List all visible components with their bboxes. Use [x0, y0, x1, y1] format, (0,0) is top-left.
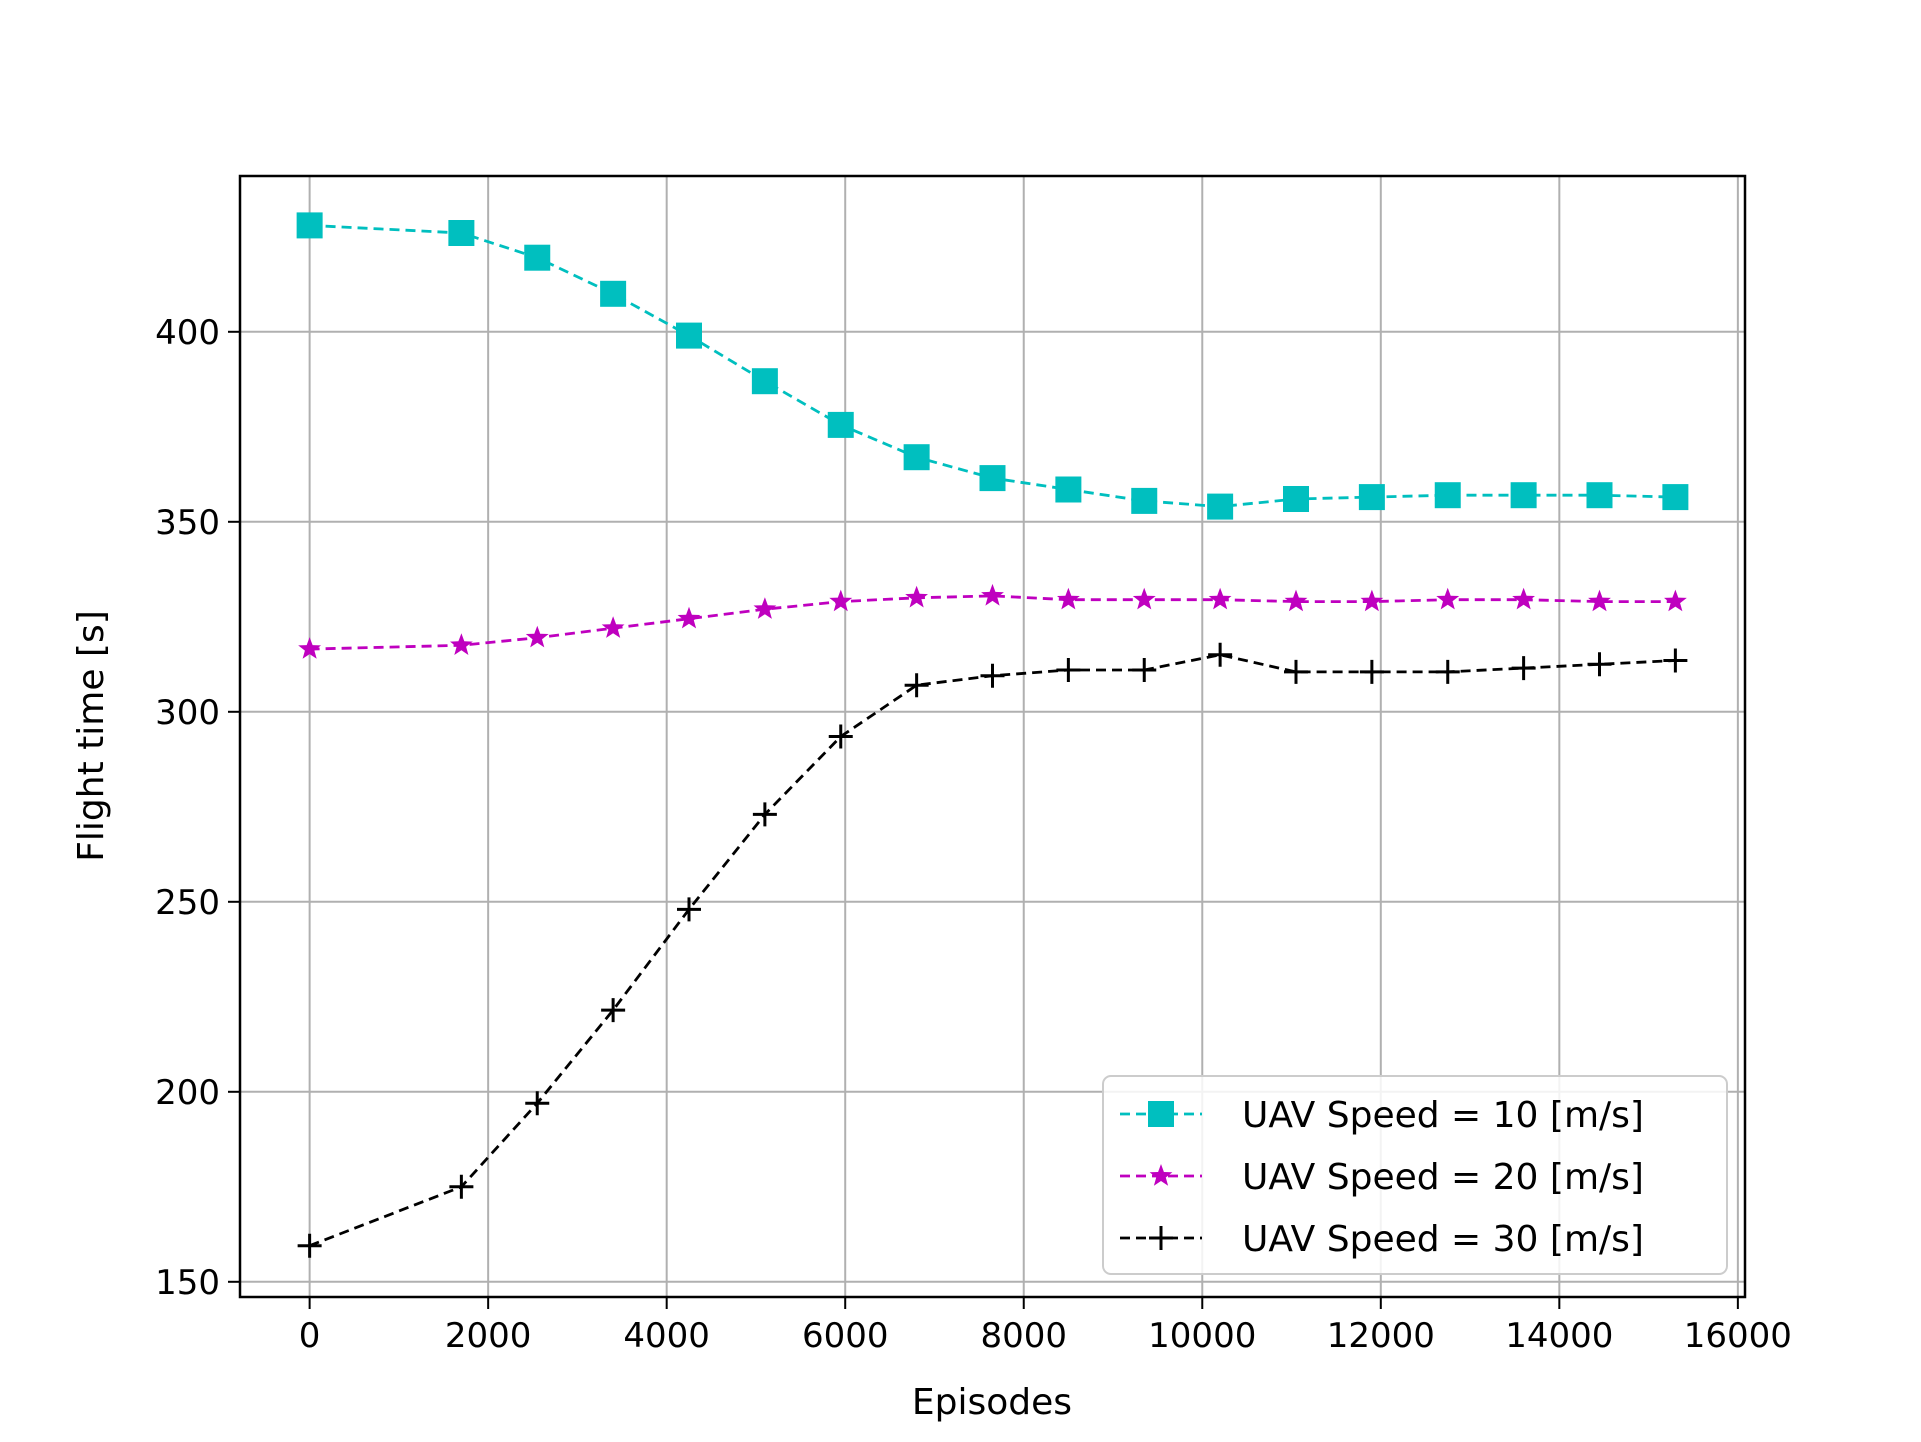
data-point [827, 411, 854, 438]
series-3 [297, 642, 1688, 1258]
legend-label: UAV Speed = 10 [m/s] [1242, 1095, 1644, 1136]
data-point [1510, 482, 1537, 509]
x-axis-label: Episodes [912, 1382, 1072, 1423]
x-tick-label: 4000 [623, 1316, 710, 1356]
legend-label: UAV Speed = 20 [m/s] [1242, 1157, 1644, 1198]
data-point [1284, 659, 1308, 684]
x-tick-label: 8000 [980, 1316, 1067, 1356]
x-tick-label: 14000 [1505, 1316, 1613, 1356]
data-point [1057, 587, 1080, 610]
series-2 [298, 583, 1687, 659]
series-line [309, 594, 1676, 651]
data-point [1512, 587, 1535, 610]
x-tick-label: 12000 [1327, 1316, 1435, 1356]
data-point [905, 585, 928, 608]
data-point [676, 322, 703, 349]
data-point [751, 368, 778, 395]
data-point [525, 1091, 550, 1116]
data-point [752, 802, 777, 827]
x-tick-label: 0 [299, 1316, 321, 1356]
series-1 [296, 212, 1689, 520]
data-point [1663, 648, 1688, 673]
data-point [1360, 589, 1384, 612]
data-point [524, 244, 551, 271]
y-tick-label: 400 [155, 313, 220, 353]
data-point [1282, 486, 1309, 512]
data-point [904, 673, 929, 698]
plot-frame [238, 174, 1747, 1299]
series-layer [296, 212, 1689, 1258]
x-tick-label: 16000 [1684, 1316, 1792, 1356]
data-point [297, 1233, 322, 1258]
x-axis: 0 2000 4000 6000 8000 10000 12000 14000 16000 [299, 1297, 1792, 1356]
data-point [1207, 493, 1234, 520]
y-tick-label: 250 [155, 883, 220, 923]
data-point [298, 637, 321, 659]
legend-item: UAV Speed = 30 [m/s] [1120, 1219, 1644, 1260]
data-point [1056, 658, 1081, 682]
data-point [1284, 589, 1308, 612]
data-point [980, 663, 1005, 688]
legend-marker [1149, 1164, 1173, 1186]
y-axis-label: Flight time [s] [71, 610, 112, 862]
legend-box [1102, 1075, 1728, 1275]
y-axis: 150 200 250 300 350 400 [155, 313, 240, 1303]
data-point [753, 597, 777, 619]
data-point [1208, 587, 1232, 610]
data-point [677, 606, 701, 629]
legend-item: UAV Speed = 10 [m/s] [1120, 1095, 1644, 1136]
data-point [1131, 487, 1158, 514]
data-point [829, 589, 853, 612]
legend-item: UAV Speed = 20 [m/s] [1120, 1157, 1644, 1198]
data-point [1434, 482, 1461, 509]
data-point [1435, 659, 1460, 684]
data-point [1588, 589, 1611, 612]
data-point [448, 220, 475, 246]
data-point [1586, 482, 1613, 509]
data-point [903, 444, 930, 471]
data-point [525, 625, 549, 648]
data-point [1132, 587, 1156, 610]
data-point [1436, 587, 1460, 610]
x-tick-label: 6000 [802, 1316, 889, 1356]
x-tick-label: 10000 [1148, 1316, 1256, 1356]
y-tick-label: 300 [155, 693, 220, 733]
data-point [1662, 484, 1689, 511]
data-point [600, 280, 627, 307]
data-point [601, 616, 625, 638]
y-tick-label: 350 [155, 503, 220, 543]
data-point [1208, 642, 1233, 667]
data-point [981, 583, 1004, 606]
data-point [1132, 658, 1157, 682]
y-tick-label: 150 [155, 1263, 220, 1303]
data-point [1664, 589, 1687, 612]
legend-marker [1149, 1226, 1173, 1250]
x-tick-label: 2000 [445, 1316, 532, 1356]
data-point [601, 998, 626, 1023]
data-point [450, 633, 473, 655]
data-point [1358, 484, 1385, 511]
data-point [828, 724, 853, 749]
data-point [1511, 656, 1536, 681]
legend-marker [1148, 1101, 1174, 1127]
data-point [1055, 476, 1082, 503]
data-point [296, 212, 323, 239]
data-point [1587, 652, 1612, 677]
y-tick-label: 200 [155, 1073, 220, 1113]
series-line [309, 653, 1676, 1248]
data-point [1359, 659, 1384, 684]
legend-label: UAV Speed = 30 [m/s] [1242, 1219, 1644, 1260]
data-point [449, 1174, 474, 1199]
data-point [979, 465, 1006, 492]
legend: UAV Speed = 10 [m/s] UAV Speed = 20 [m/s]… [1102, 1075, 1728, 1275]
data-point [677, 897, 702, 922]
